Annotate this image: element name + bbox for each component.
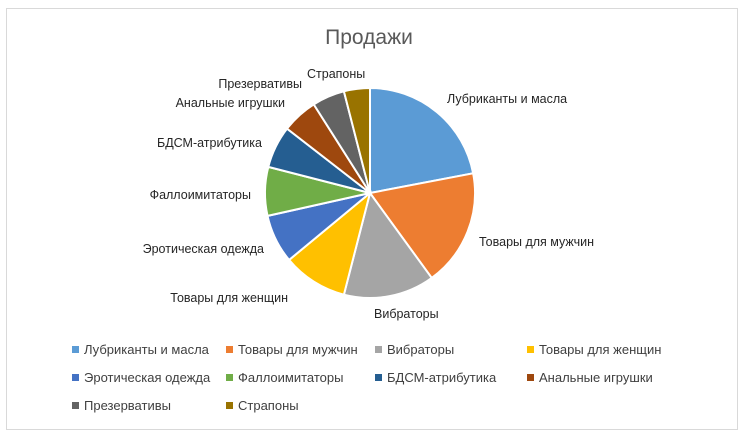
legend-entry-1: Лубриканты и масла — [84, 342, 210, 357]
legend-entry-7: БДСМ-атрибутика — [387, 370, 497, 385]
legend-entry-9: Презервативы — [84, 398, 171, 413]
legend-entry-2: Товары для мужчин — [238, 342, 358, 357]
data-label-6: Фаллоимитаторы — [150, 188, 251, 202]
legend-swatch-8 — [527, 374, 534, 381]
legend-entry-5: Эротическая одежда — [84, 370, 211, 385]
pie-slice-3 — [342, 190, 434, 299]
legend-swatch-5 — [72, 374, 79, 381]
pie-slice-1 — [369, 86, 475, 195]
legend-entry-8: Анальные игрушки — [539, 370, 653, 385]
legend-entry-4: Товары для женщин — [539, 342, 661, 357]
data-label-3: Вибраторы — [374, 307, 439, 321]
legend-entry-10: Страпоны — [238, 398, 299, 413]
legend: Лубриканты и масла Товары для мужчин Вибра… — [72, 342, 661, 413]
pie-slice-10 — [342, 86, 371, 194]
legend-swatch-10 — [226, 402, 233, 409]
data-label-9: Презервативы — [218, 77, 302, 91]
legend-swatch-2 — [226, 346, 233, 353]
data-label-10: Страпоны — [307, 67, 365, 81]
pie-slices — [264, 86, 476, 299]
data-label-2: Товары для мужчин — [479, 235, 594, 249]
data-label-8: Анальные игрушки — [176, 96, 285, 110]
chart-title: Продажи — [325, 26, 413, 49]
legend-swatch-9 — [72, 402, 79, 409]
legend-swatch-3 — [375, 346, 382, 353]
data-label-7: БДСМ-атрибутика — [157, 136, 262, 150]
legend-swatch-1 — [72, 346, 79, 353]
slice-labels: Лубриканты и масла Товары для мужчин Вибра… — [143, 67, 595, 321]
data-label-4: Товары для женщин — [170, 291, 288, 305]
legend-swatch-7 — [375, 374, 382, 381]
pie-slice-2 — [368, 172, 476, 280]
data-label-5: Эротическая одежда — [143, 242, 264, 256]
data-label-1: Лубриканты и масла — [447, 92, 567, 106]
legend-entry-6: Фаллоимитаторы — [238, 370, 344, 385]
legend-swatch-6 — [226, 374, 233, 381]
legend-entry-3: Вибраторы — [387, 342, 454, 357]
legend-swatch-4 — [527, 346, 534, 353]
